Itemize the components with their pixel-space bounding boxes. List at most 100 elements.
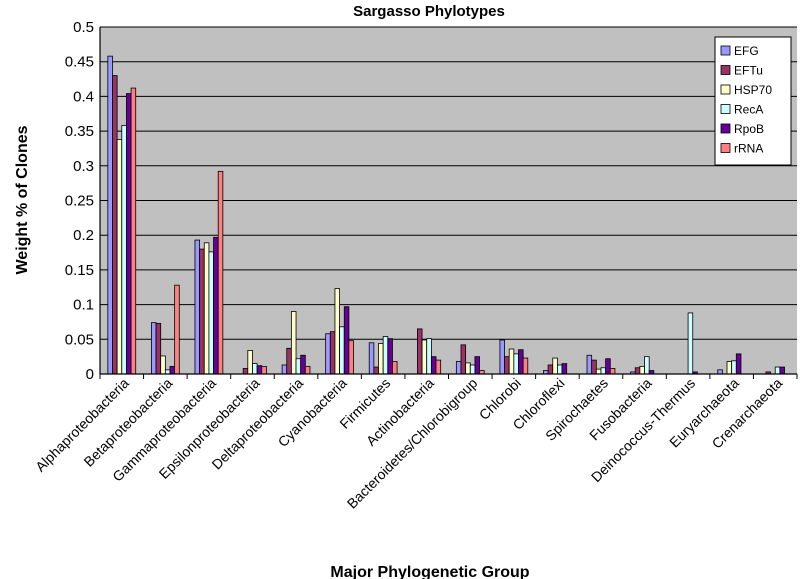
legend: EFG EFTu HSP70 RecA RpoB rRNA (714, 36, 792, 166)
bar-rpob (126, 93, 132, 375)
legend-label: RecA (734, 103, 763, 117)
chart-title: Sargasso Phylotypes (353, 3, 505, 20)
bar-efg (194, 239, 201, 375)
y-tick-label: 0.15 (65, 262, 94, 279)
legend-label: HSP70 (734, 83, 772, 97)
bar-reca (731, 360, 737, 375)
bar-eftu (460, 344, 467, 375)
bar-hsp70 (116, 139, 123, 375)
bar-reca (208, 251, 214, 375)
bar-rpob (343, 306, 350, 375)
bar-hsp70 (247, 349, 253, 375)
bar-reca (557, 364, 563, 375)
legend-label: EFTu (734, 64, 763, 78)
legend-swatch (720, 143, 731, 153)
y-axis-tick-labels: 0 0.05 0.1 0.15 0.2 0.25 0.3 0.35 0.4 0.45 0.5 (65, 19, 94, 383)
bar-efg (717, 369, 723, 375)
bar-rpob (169, 365, 176, 375)
bar-rrna (435, 359, 442, 375)
bar-eftu (199, 248, 205, 375)
legend-label: EFG (734, 44, 759, 58)
bar-rrna (522, 357, 529, 375)
bar-eftu (329, 331, 336, 375)
y-tick-label: 0.4 (73, 88, 94, 105)
bar-efg (455, 361, 462, 375)
bar-efg (325, 333, 331, 375)
bar-reca (339, 326, 345, 375)
bar-rpob (735, 353, 742, 375)
bar-reca (687, 312, 694, 375)
bar-rpob (300, 354, 306, 375)
bar-reca (644, 356, 650, 375)
bar-hsp70 (290, 311, 297, 375)
legend-swatch (720, 65, 731, 75)
bar-reca (164, 369, 171, 375)
bar-eftu (417, 328, 423, 375)
bar-efg (107, 55, 113, 375)
bar-reca (252, 363, 258, 375)
bar-hsp70 (203, 242, 210, 375)
bar-eftu (112, 75, 118, 375)
bar-rpob (605, 358, 611, 375)
bar-rpob (779, 366, 785, 375)
bar-hsp70 (552, 357, 558, 375)
bar-efg (499, 339, 505, 375)
bar-hsp70 (595, 368, 602, 375)
bar-rpob (561, 363, 568, 375)
bar-eftu (504, 356, 510, 375)
bar-efg (368, 342, 375, 375)
bar-eftu (155, 322, 162, 375)
bar-rpob (430, 356, 437, 375)
bar-rrna (217, 170, 224, 375)
y-tick-label: 0.2 (73, 227, 94, 244)
bar-reca (382, 336, 389, 375)
bar-reca (774, 366, 781, 375)
bar-hsp70 (160, 355, 166, 375)
bar-eftu (373, 366, 379, 375)
bar-eftu (547, 364, 554, 375)
bar-efg (281, 364, 288, 375)
legend-label: RpoB (734, 122, 764, 136)
bar-hsp70 (421, 339, 428, 375)
bar-rpob (518, 349, 524, 375)
bar-rpob (256, 365, 263, 375)
bar-rrna (261, 365, 267, 375)
bar-efg (150, 322, 157, 375)
legend-swatch (720, 123, 731, 134)
bar-rrna (130, 87, 137, 375)
bar-reca (600, 367, 607, 375)
bar-rpob (213, 236, 219, 375)
legend-label: rRNA (734, 142, 763, 156)
bar-eftu (242, 368, 249, 375)
bar-reca (121, 125, 127, 375)
bar-rrna (304, 365, 311, 375)
y-tick-label: 0.3 (73, 158, 94, 175)
bar-hsp70 (378, 343, 384, 375)
x-axis-tick-labels: AlphaproteobacteriaBetaproteobacteriaGam… (32, 375, 785, 512)
bar-hsp70 (465, 362, 471, 375)
y-tick-label: 0.35 (65, 123, 94, 140)
bar-rpob (387, 338, 393, 375)
y-axis-title: Weight % of Clones (14, 125, 31, 274)
legend-swatch (720, 45, 731, 56)
y-tick-label: 0 (86, 366, 94, 383)
bar-eftu (286, 347, 292, 375)
bar-rrna (348, 340, 354, 375)
bar-reca (295, 358, 302, 375)
bar-reca (426, 338, 432, 375)
y-tick-label: 0.5 (73, 19, 94, 36)
bar-hsp70 (726, 361, 733, 375)
y-tick-label: 0.05 (65, 331, 94, 348)
bar-hsp70 (334, 288, 341, 375)
bar-efg (586, 354, 593, 375)
legend-swatch (720, 104, 731, 114)
bar-reca (513, 353, 519, 375)
bar-eftu (591, 359, 597, 375)
y-tick-label: 0.25 (65, 193, 94, 210)
bar-reca (469, 364, 476, 375)
bar-rpob (474, 356, 480, 375)
bar-rrna (609, 368, 616, 375)
x-axis-title: Major Phylogenetic Group (330, 564, 529, 579)
legend-swatch (720, 84, 731, 95)
